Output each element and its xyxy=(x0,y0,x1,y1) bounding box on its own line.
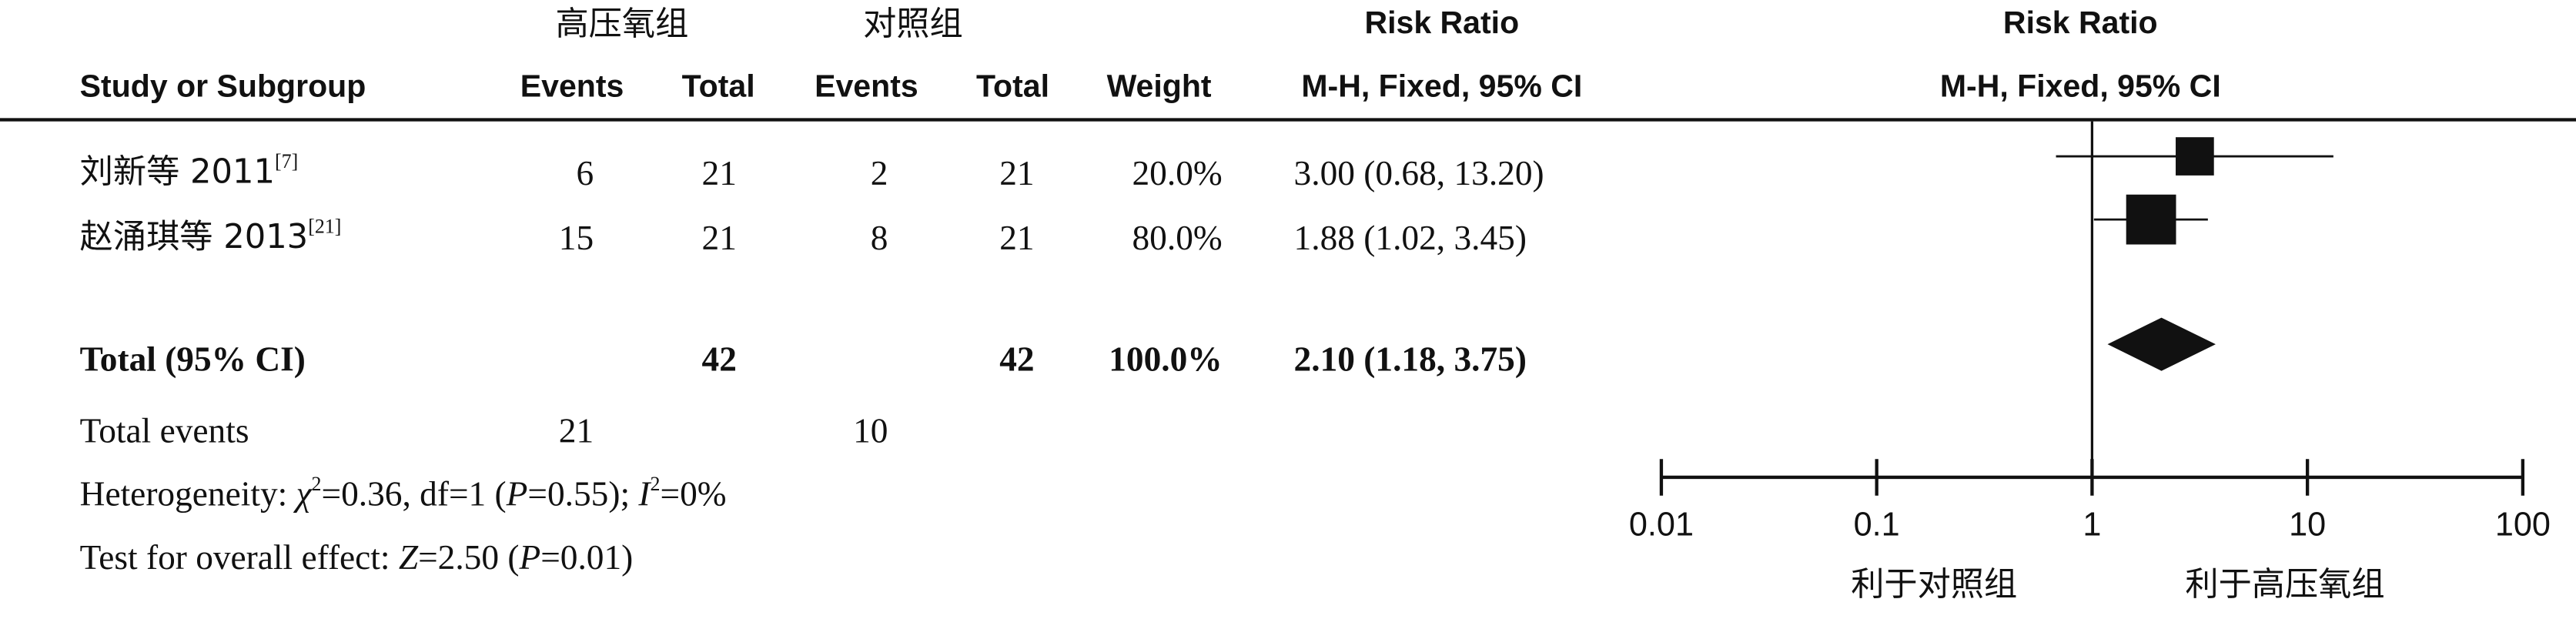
study-effect-square xyxy=(2126,194,2176,245)
x-tick-label: 10 xyxy=(2289,507,2327,544)
study-name: 刘新等 2011[7] xyxy=(79,149,299,192)
weight-cell: 20.0% xyxy=(1132,152,1223,193)
total-weight: 100.0% xyxy=(1109,339,1223,380)
study-reference: [7] xyxy=(274,149,299,173)
events-exp-cell: 6 xyxy=(576,152,594,193)
study-reference: [21] xyxy=(308,214,342,238)
pooled-ci: 2.10 (1.18, 3.75) xyxy=(1293,339,1527,380)
total-events-label: Total events xyxy=(79,410,249,451)
weight-header: Weight xyxy=(1106,69,1212,105)
x-tick-label: 0.1 xyxy=(1853,507,1900,544)
heterogeneity-stats: Heterogeneity: χ2=0.36, df=1 (P=0.55); I… xyxy=(79,472,727,514)
total-events-ctrl: 10 xyxy=(853,410,888,451)
events-ctrl-cell: 8 xyxy=(870,217,888,258)
total-exp-cell: 21 xyxy=(701,217,737,258)
events-ctrl-header: Events xyxy=(815,69,918,105)
ci-cell: 1.88 (1.02, 3.45) xyxy=(1293,217,1527,258)
risk-ratio-text-title: Risk Ratio xyxy=(1364,6,1520,42)
total-exp-header: Total xyxy=(681,69,755,105)
risk-ratio-plot-title: Risk Ratio xyxy=(2002,6,2158,42)
events-ctrl-cell: 2 xyxy=(870,152,888,193)
study-name: 赵涌琪等 2013[21] xyxy=(79,214,342,256)
group-exp-header: 高压氧组 xyxy=(555,3,689,44)
total-exp-sum: 42 xyxy=(701,339,737,380)
total-exp-cell: 21 xyxy=(701,152,737,193)
weight-cell: 80.0% xyxy=(1132,217,1223,258)
ci-cell: 3.00 (0.68, 13.20) xyxy=(1293,152,1544,193)
total-ctrl-header: Total xyxy=(975,69,1050,105)
header-rule xyxy=(0,118,2576,122)
total-events-exp: 21 xyxy=(558,410,594,451)
group-ctrl-header: 对照组 xyxy=(863,3,963,44)
events-exp-header: Events xyxy=(520,69,624,105)
method-plot-header: M-H, Fixed, 95% CI xyxy=(1939,69,2221,105)
x-tick-label: 1 xyxy=(2083,507,2102,544)
method-text-header: M-H, Fixed, 95% CI xyxy=(1301,69,1583,105)
pooled-effect-diamond xyxy=(2107,317,2216,371)
x-tick-label: 0.01 xyxy=(1628,507,1694,544)
overall-effect-test: Test for overall effect: Z=2.50 (P=0.01) xyxy=(79,537,634,577)
favours-control-label: 利于对照组 xyxy=(1851,564,2018,604)
study-effect-square xyxy=(2176,137,2214,176)
total-ctrl-cell: 21 xyxy=(999,152,1035,193)
favours-treatment-label: 利于高压氧组 xyxy=(2185,564,2385,604)
study-column-header: Study or Subgroup xyxy=(79,69,366,105)
total-label: Total (95% CI) xyxy=(79,339,306,380)
total-ctrl-sum: 42 xyxy=(999,339,1035,380)
x-tick-label: 100 xyxy=(2494,507,2551,544)
total-ctrl-cell: 21 xyxy=(999,217,1035,258)
events-exp-cell: 15 xyxy=(558,217,594,258)
